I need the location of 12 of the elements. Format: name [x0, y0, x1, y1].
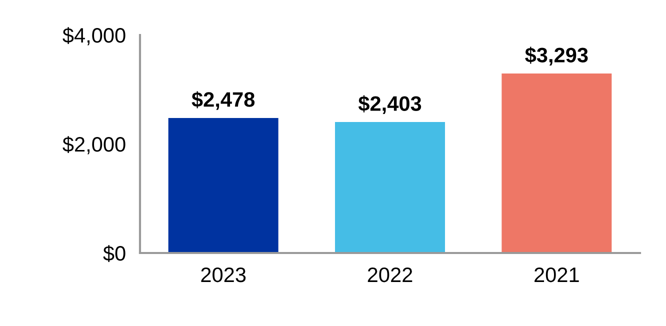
data-label: $3,293 [525, 46, 588, 66]
x-tick-label: 2022 [368, 267, 412, 282]
bar [168, 118, 278, 253]
data-label: $2,478 [192, 91, 255, 110]
y-tick-label: $4,000 [62, 27, 126, 46]
data-label: $2,403 [358, 95, 422, 114]
bar [335, 122, 445, 253]
x-tick-label: 2023 [201, 267, 246, 282]
x-tick-label: 2021 [534, 267, 579, 282]
bar [502, 74, 612, 253]
y-tick-label: $0 [103, 245, 126, 262]
y-tick-label: $2,000 [62, 136, 126, 154]
